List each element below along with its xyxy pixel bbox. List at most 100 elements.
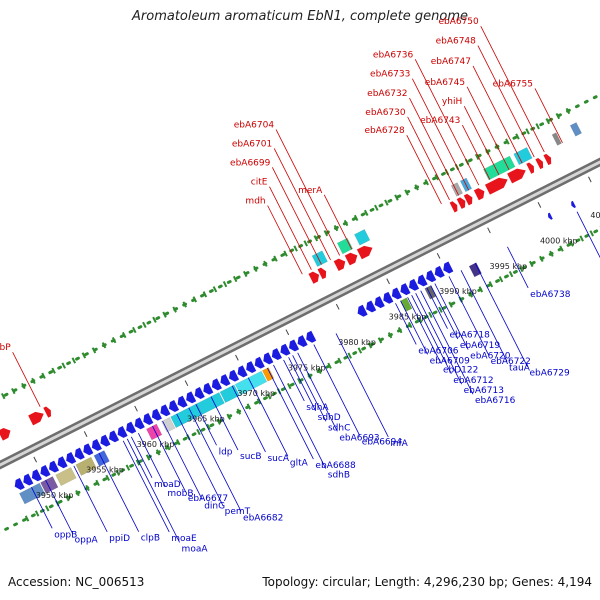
reverse-gene [169,400,180,412]
reverse-gene [49,460,60,473]
leader-line-ebA6701 [273,148,331,261]
guide-tick [135,459,141,466]
reverse-gene-arrow [417,274,428,287]
reverse-gene [143,413,154,425]
guide-tick [589,230,594,237]
reverse-gene [160,404,171,417]
leader-line-moaD [130,436,153,479]
reverse-gene [306,330,317,343]
guide-tick [71,357,77,364]
guide-tick [424,179,429,186]
leader-line-moaA [126,438,180,543]
reverse-gene-arrow [297,335,308,348]
outer-dotted-guide [0,93,600,400]
reverse-gene-arrow [151,408,162,421]
guide-tick [549,250,554,257]
forward-gene-3-arrow [308,271,320,284]
guide-tick [428,311,433,318]
guide-tick [152,316,157,323]
scale-tick-label-8: 3990 kbp [439,287,477,296]
reverse-gene [417,274,428,287]
scale-tick-8 [436,252,441,259]
gene-label-ebA6755: ebA6755 [493,79,533,89]
leader-line-yhiH [463,106,500,176]
guide-tick [293,245,298,252]
reverse-gene-arrow [91,438,102,451]
leader-line-moaE [122,440,170,533]
leader-line-ebA6720 [434,283,469,350]
reverse-gene-arrow [177,395,188,408]
annotation-block-14 [468,262,482,278]
guide-tick [192,296,198,303]
gene-label-ebA6736: ebA6736 [373,50,414,60]
forward-gene-5 [333,258,346,272]
guide-tick [515,133,520,140]
reverse-gene [391,287,402,300]
gene-label-clpB: clpB [141,534,160,544]
guide-tick [559,245,564,252]
scale-tick-label-11: 4005 kbp [590,211,600,220]
guide-tick [404,189,409,196]
annotation-block-21-block [513,147,533,166]
reverse-gene-arrow [374,296,385,309]
guide-tick [256,398,262,405]
reverse-gene [297,335,308,348]
reverse-gene [117,426,128,438]
guide-tick [196,428,201,436]
guide-tick [323,230,329,237]
reverse-gene-arrow [229,369,240,382]
accession-text: Accession: NC_006513 [8,575,145,589]
gene-label-ebA6732: ebA6732 [367,89,407,99]
scale-tick-3 [184,380,189,387]
reverse-gene-arrow [220,374,231,386]
guide-tick [246,403,252,410]
genome-backbone-highlight [0,160,600,467]
guide-tick [202,291,208,298]
scale-tick-label-0: 3950 kbp [36,491,74,500]
guide-tick [505,138,510,145]
gene-label-moaA: moaA [182,544,209,554]
gene-label-ebA6720: ebA6720 [470,352,511,362]
guide-tick [545,118,550,125]
leader-line-phbP [12,352,41,407]
gene-label-dinG: dinG [204,502,225,512]
reverse-gene-arrow [143,413,154,425]
leader-line-merA [323,194,353,250]
scale-tick-6 [335,303,340,310]
forward-gene-1 [28,411,44,426]
reverse-gene-arrow [100,434,111,447]
reverse-gene [434,265,445,278]
reverse-gene [194,387,205,399]
leader-line-ebA6730 [407,116,450,201]
gene-label-ebA6706: ebA6706 [418,346,459,356]
reverse-gene-arrow [409,278,420,291]
guide-tick [518,265,524,273]
forward-gene-14 [526,162,535,174]
guide-tick [317,367,322,375]
guide-tick [529,260,534,268]
reverse-gene [220,374,231,386]
reverse-gene-arrow [83,443,94,456]
reverse-gene-arrow [400,283,411,296]
scale-tick-11 [588,176,592,183]
gene-label-merA: merA [298,186,323,196]
annotation-block-11-block [262,367,275,382]
annotation-block-17-block [354,229,371,246]
annotation-block-2 [55,467,77,487]
reverse-gene [91,438,102,451]
reverse-gene [151,408,162,421]
annotation-block-20 [483,155,516,181]
reverse-gene-arrow [169,400,180,412]
guide-tick [44,505,50,512]
forward-gene-9 [456,197,466,209]
annotation-block-0 [19,482,46,505]
gene-label-citE: citE [251,178,268,188]
leader-line-ebA6688 [267,367,314,460]
gene-label-ebA6693: ebA6693 [339,433,379,443]
guide-tick [162,311,167,318]
guide-tick [555,112,561,120]
scale-tick-label-3: 3965 kbp [187,415,225,424]
reverse-gene-arrow [263,352,274,365]
leader-line-ebA6747 [472,65,523,164]
leader-line-pemT [176,413,224,506]
